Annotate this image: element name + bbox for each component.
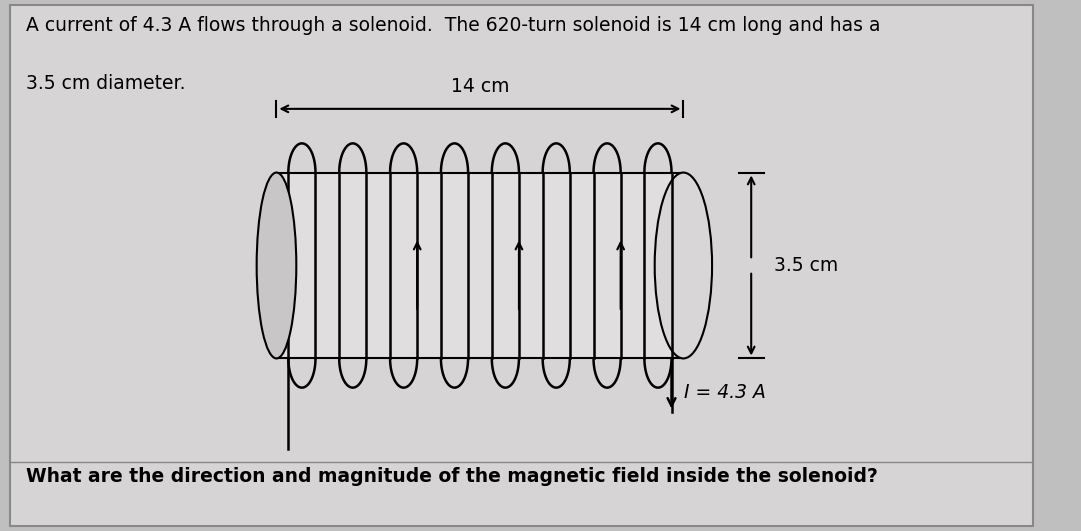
Text: 3.5 cm diameter.: 3.5 cm diameter. [26,74,186,93]
Bar [277,173,683,358]
Text: 3.5 cm: 3.5 cm [774,256,839,275]
Text: What are the direction and magnitude of the magnetic field inside the solenoid?: What are the direction and magnitude of … [26,467,878,486]
Text: 14 cm: 14 cm [451,76,509,96]
FancyBboxPatch shape [11,5,1033,526]
Text: I = 4.3 A: I = 4.3 A [684,383,766,402]
Ellipse shape [256,173,296,358]
Text: A current of 4.3 A flows through a solenoid.  The 620-turn solenoid is 14 cm lon: A current of 4.3 A flows through a solen… [26,16,881,35]
Ellipse shape [655,173,712,358]
